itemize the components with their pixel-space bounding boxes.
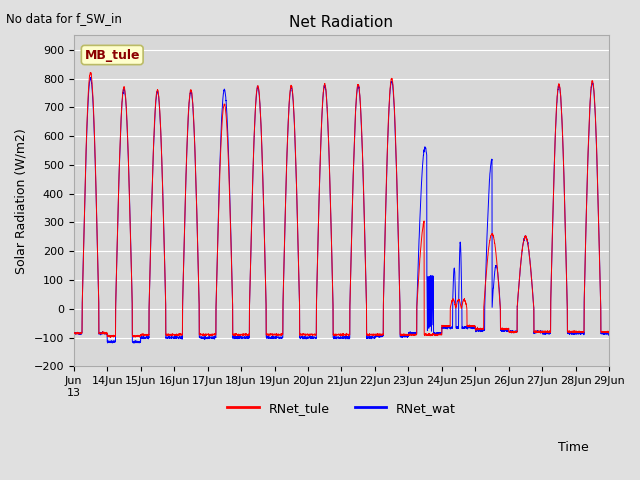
Text: No data for f_SW_in: No data for f_SW_in	[6, 12, 122, 25]
Y-axis label: Solar Radiation (W/m2): Solar Radiation (W/m2)	[15, 128, 28, 274]
Text: MB_tule: MB_tule	[84, 48, 140, 61]
Legend: RNet_tule, RNet_wat: RNet_tule, RNet_wat	[222, 396, 461, 420]
Text: Time: Time	[558, 441, 589, 454]
Title: Net Radiation: Net Radiation	[289, 15, 394, 30]
